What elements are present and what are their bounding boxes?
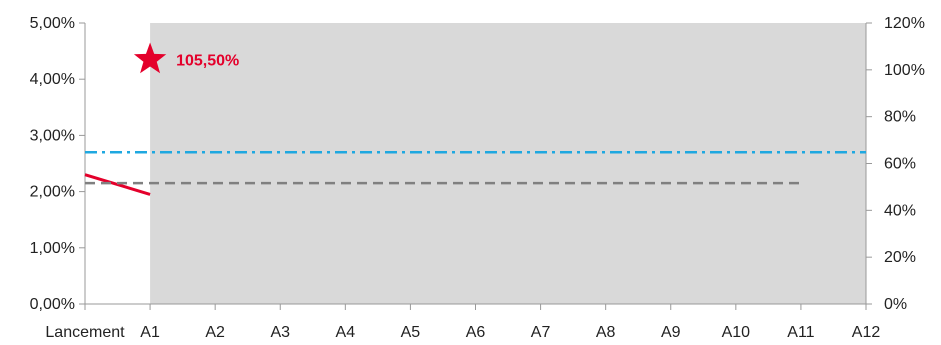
x-tick-label: Lancement (45, 324, 125, 341)
shaded-region (150, 23, 867, 304)
right-tick-label: 0% (884, 296, 907, 313)
right-tick-label: 120% (884, 15, 925, 32)
left-tick-label: 5,00% (30, 15, 75, 32)
x-tick-label: A11 (787, 324, 814, 341)
right-tick-label: 20% (884, 249, 916, 266)
x-tick-label: A12 (852, 324, 881, 341)
x-tick-label: A8 (596, 324, 616, 341)
left-tick-label: 0,00% (30, 296, 75, 313)
x-tick-label: A2 (205, 324, 225, 341)
x-tick-label: A6 (466, 324, 486, 341)
x-tick-label: A7 (531, 324, 551, 341)
x-tick-label: A1 (140, 324, 160, 341)
series-line-solid (84, 173, 151, 196)
left-tick-label: 3,00% (30, 127, 75, 144)
left-tick-label: 2,00% (30, 184, 75, 201)
right-tick-label: 40% (884, 202, 916, 219)
x-tick-label: A4 (336, 324, 356, 341)
marker-label: 105,50% (176, 53, 239, 70)
x-tick-label: A10 (722, 324, 751, 341)
left-tick-label: 1,00% (30, 240, 75, 257)
star-marker-icon (133, 42, 167, 74)
right-tick-label: 80% (884, 109, 916, 126)
right-tick-label: 100% (884, 62, 925, 79)
x-tick-label: A5 (401, 324, 421, 341)
left-tick-label: 4,00% (30, 71, 75, 88)
x-tick-label: A3 (270, 324, 290, 341)
x-tick-label: A9 (661, 324, 681, 341)
right-tick-label: 60% (884, 156, 916, 173)
